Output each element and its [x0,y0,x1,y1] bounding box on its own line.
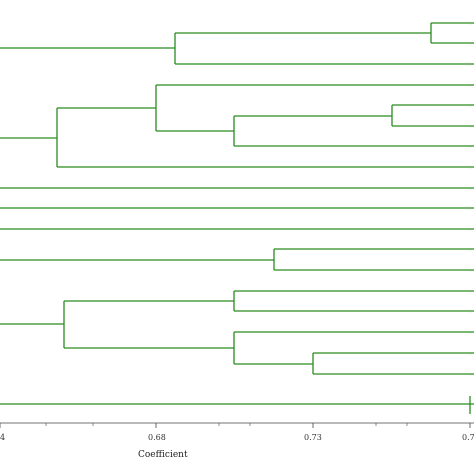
coefficient-axis: 4 0.68 0.73 0.7 Coefficient [0,422,474,460]
leaf-label: . [470,21,471,26]
leaf-label: . [470,144,471,149]
leaf-label: . [470,268,471,273]
leaf-label: . [470,372,471,377]
leaf-label: . [470,124,471,129]
leaf-label: . [470,103,471,108]
leaf-label: . [470,41,471,46]
leaf-label: . [470,289,471,294]
leaf-label: . [470,351,471,356]
leaf-label: . [470,83,471,88]
leaf-label: . [470,206,471,211]
leaf-label: . [470,309,471,314]
axis-tick-label: 0.68 [148,433,166,442]
dendrogram-branches [0,22,474,414]
axis-title: Coefficient [138,450,188,460]
leaf-label: . [470,186,471,191]
leaf-label-stubs: . . . . . . . . . . . . . . . . . . [470,21,471,377]
leaf-label: . [470,165,471,170]
axis-tick-label: 0.73 [304,433,322,442]
leaf-label: . [470,330,471,335]
leaf-label: . [470,62,471,67]
leaf-label: . [470,247,471,252]
axis-tick-label: 0.7 [462,433,474,442]
leaf-label: . [470,227,471,232]
axis-tick-label: 4 [0,433,5,442]
